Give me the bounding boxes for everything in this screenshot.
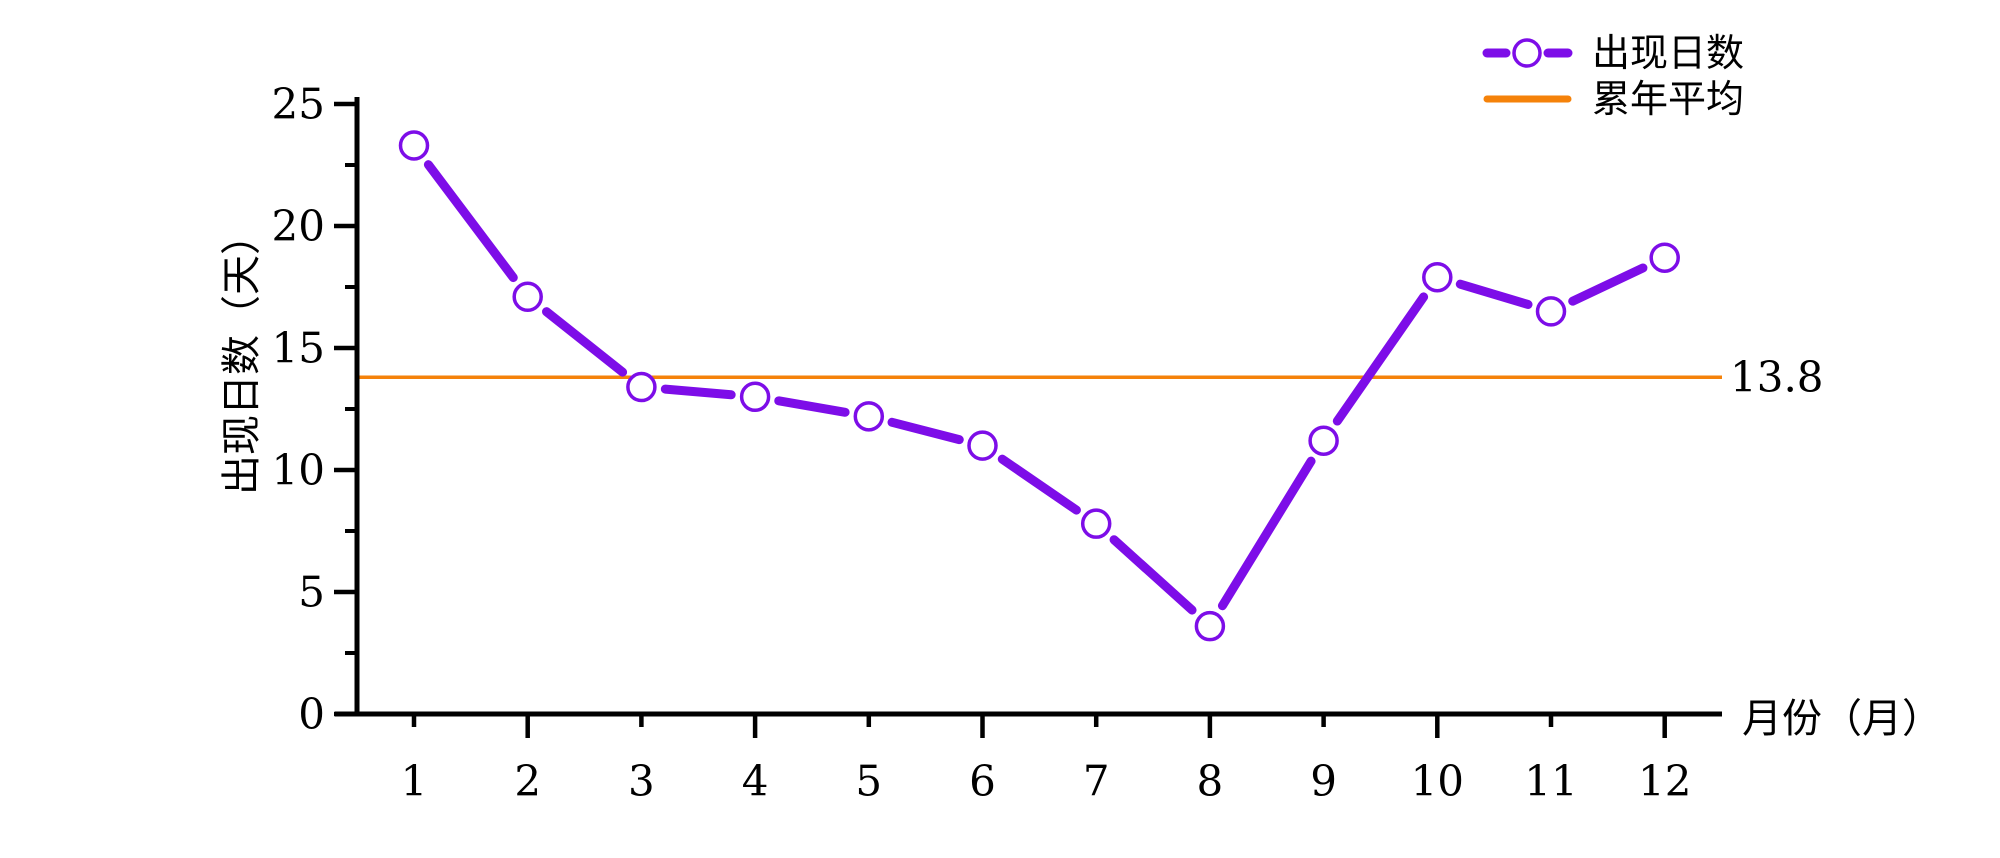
legend-label-average: 累年平均 <box>1592 77 1744 121</box>
x-tick-label: 3 <box>628 757 655 806</box>
x-tick-label: 7 <box>1083 757 1110 806</box>
series-marker <box>967 430 998 461</box>
x-tick-label: 4 <box>742 757 769 806</box>
series-marker <box>1080 508 1112 539</box>
y-tick-label: 15 <box>272 324 325 373</box>
x-tick-label: 6 <box>969 757 996 806</box>
x-tick-label: 5 <box>855 757 882 806</box>
x-tick-label: 9 <box>1310 757 1337 806</box>
series-line-segment <box>997 454 1081 515</box>
series-marker <box>512 281 543 313</box>
x-tick-label: 8 <box>1197 757 1224 806</box>
legend: 出现日数 累年平均 <box>1482 31 1744 121</box>
series-marker <box>1535 296 1567 327</box>
series-line-segment <box>660 384 736 400</box>
series-line-segment <box>1455 279 1533 309</box>
series-marker <box>626 371 657 403</box>
series-line-segment <box>541 307 628 377</box>
x-tick-label: 10 <box>1411 757 1464 806</box>
x-axis-title: 月份（月） <box>1742 696 1942 742</box>
series-marker <box>853 401 885 432</box>
y-tick-label: 25 <box>272 80 325 129</box>
legend-label-series: 出现日数 <box>1592 31 1744 75</box>
series-line-segment <box>1332 292 1429 426</box>
series-group <box>398 130 1680 642</box>
axes-group <box>334 97 1722 738</box>
y-tick-label: 0 <box>298 690 325 739</box>
legend-series-marker-sample <box>1512 38 1542 68</box>
series-marker <box>1422 261 1453 293</box>
x-tick-label: 11 <box>1524 757 1577 806</box>
series-line-segment <box>423 160 518 283</box>
series-line-segment <box>887 417 964 445</box>
series-marker <box>398 130 430 161</box>
y-axis-title: 出现日数（天） <box>219 215 265 495</box>
series-line-segment <box>774 396 850 417</box>
series-marker <box>1649 242 1680 273</box>
series-marker <box>1308 425 1339 456</box>
x-tick-label: 1 <box>401 757 428 806</box>
x-tick-label: 2 <box>514 757 541 806</box>
y-tick-label: 5 <box>298 568 325 617</box>
series-line-segment <box>1109 535 1197 615</box>
y-tick-label: 10 <box>272 446 325 495</box>
series-line-segment <box>1217 456 1316 611</box>
series-marker <box>1194 610 1226 642</box>
x-tick-label: 12 <box>1638 757 1691 806</box>
series-marker <box>739 381 771 413</box>
y-tick-label: 20 <box>272 202 325 251</box>
average-value-label: 13.8 <box>1730 353 1824 402</box>
series-line-segment <box>1568 263 1648 306</box>
